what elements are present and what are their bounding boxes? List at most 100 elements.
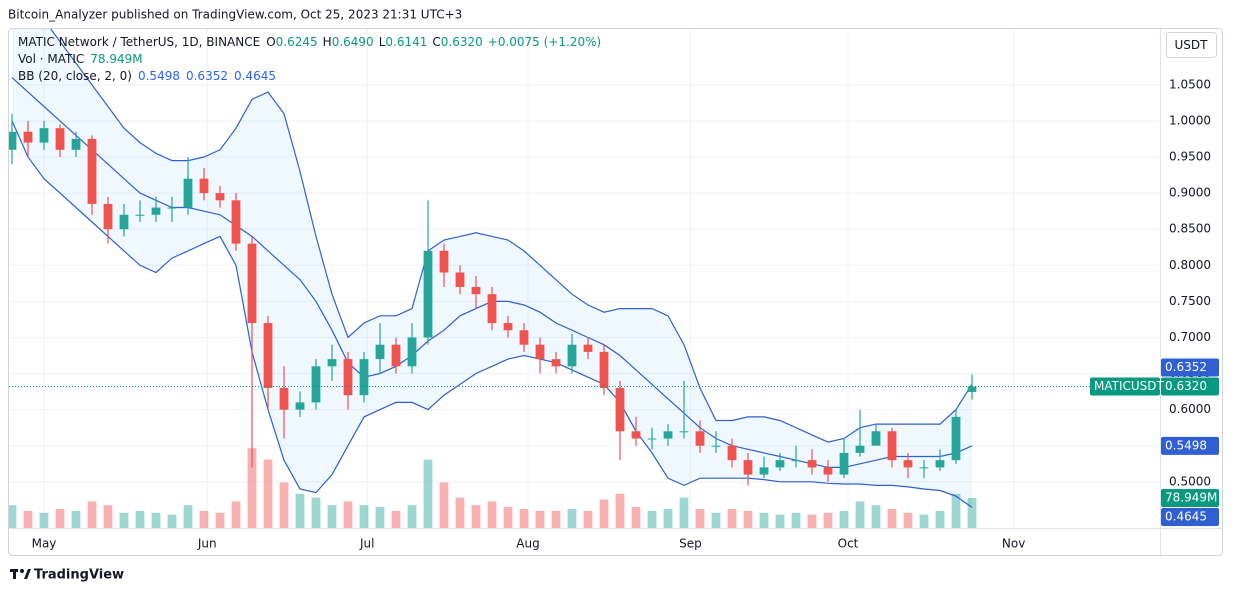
candle-body <box>535 344 545 360</box>
volume-bar <box>343 501 353 528</box>
volume-bar <box>647 510 657 528</box>
candle-body <box>839 452 849 475</box>
volume-bar <box>615 493 625 528</box>
candle-body <box>455 272 465 287</box>
volume-bar <box>391 510 401 528</box>
candle-body <box>551 359 561 367</box>
candle-body <box>871 431 881 446</box>
candle-body <box>487 294 497 324</box>
candle-body <box>967 386 977 392</box>
candle-body <box>439 250 449 273</box>
volume-bar <box>23 510 33 528</box>
candle-body <box>295 402 305 410</box>
candle-body <box>327 359 337 367</box>
volume-bar <box>103 505 113 528</box>
ohlc-label: H <box>323 35 332 49</box>
candle-body <box>135 214 145 216</box>
bb-lower-badge-bg <box>1161 507 1219 526</box>
y-tick-label: 0.7000 <box>1169 330 1211 344</box>
candle-body <box>199 178 209 194</box>
volume-bar <box>231 501 241 528</box>
volume-badge: 78.949M <box>1165 490 1217 504</box>
candle-body <box>55 128 65 150</box>
candle-body <box>711 445 721 447</box>
symbol-legend: MATIC Network / TetherUS, 1D, BINANCE O0.… <box>18 35 601 49</box>
symbol-badge-bg <box>1090 377 1160 396</box>
candle-body <box>359 359 369 396</box>
candle-body <box>695 431 705 446</box>
candle-body <box>903 460 913 468</box>
bb-lower-badge: 0.4645 <box>1165 509 1207 523</box>
volume-legend-label: Vol · MATIC <box>18 52 84 66</box>
candle-body <box>247 243 257 324</box>
bb-upper-badge-bg <box>1161 358 1219 377</box>
volume-bar <box>775 514 785 528</box>
y-tick-label: 1.0000 <box>1169 113 1211 127</box>
y-tick-label: 0.6000 <box>1169 402 1211 416</box>
candle-body <box>759 467 769 475</box>
candle-body <box>215 193 225 201</box>
candle-body <box>263 323 273 388</box>
ohlc-value: 0.6490 <box>332 35 374 49</box>
candle-body <box>791 460 801 462</box>
candle-body <box>375 344 385 360</box>
x-tick-label: Sep <box>679 537 702 551</box>
candle-body <box>23 131 33 143</box>
candle-body <box>663 431 673 439</box>
volume-bar <box>9 505 17 528</box>
volume-bar <box>759 512 769 528</box>
candle-body <box>231 200 241 244</box>
volume-bar <box>39 512 49 528</box>
currency-label[interactable]: USDT <box>1175 38 1209 52</box>
candle-body <box>151 207 161 215</box>
brand-logo <box>10 569 31 579</box>
volume-bar <box>423 459 433 528</box>
volume-bar <box>871 505 881 528</box>
logo-part <box>24 569 31 579</box>
x-tick-label: Aug <box>516 537 539 551</box>
volume-bar <box>327 505 337 528</box>
candle-body <box>919 467 929 469</box>
candle-body <box>679 431 689 433</box>
x-tick-label: Nov <box>1002 537 1025 551</box>
x-tick-label: Oct <box>838 537 859 551</box>
candle-body <box>407 337 417 367</box>
currency-button[interactable] <box>1166 32 1217 58</box>
x-tick-label: May <box>32 537 57 551</box>
x-tick-label: Jun <box>197 537 217 551</box>
y-tick-label: 0.8500 <box>1169 222 1211 236</box>
bb-upper-value: 0.6352 <box>186 69 228 83</box>
bb-basis-badge-bg <box>1161 436 1219 455</box>
volume-bar <box>967 497 977 528</box>
brand-name: TradingView <box>34 568 124 583</box>
chart-frame <box>8 28 1223 556</box>
candle-body <box>887 431 897 461</box>
volume-bar <box>87 501 97 528</box>
bb-basis-value: 0.5498 <box>138 69 180 83</box>
legend-title: MATIC Network / TetherUS, 1D, BINANCE <box>18 35 260 49</box>
symbol-badge: MATICUSDT <box>1094 379 1165 393</box>
volume-legend: Vol · MATIC 78.949M <box>18 52 143 66</box>
candle-body <box>119 214 129 230</box>
ohlc-value: 0.6320 <box>441 35 483 49</box>
volume-bar <box>951 493 961 528</box>
candle-body <box>279 387 289 410</box>
candle-body <box>391 344 401 367</box>
volume-bar <box>935 510 945 528</box>
volume-bar <box>551 510 561 528</box>
volume-bar <box>887 509 897 528</box>
publisher-note: Bitcoin_Analyzer published on TradingVie… <box>8 8 462 22</box>
bb-upper-badge: 0.6352 <box>1165 360 1207 374</box>
candle-body <box>727 445 737 461</box>
x-tick-label: Jul <box>359 537 374 551</box>
band-fill <box>12 29 972 508</box>
volume-bar <box>55 509 65 528</box>
band-upper <box>49 29 973 443</box>
volume-bar <box>135 510 145 528</box>
candle-body <box>311 366 321 403</box>
logo-part <box>20 569 24 573</box>
y-tick-label: 0.7500 <box>1169 294 1211 308</box>
volume-pane <box>9 448 977 528</box>
volume-bar <box>183 505 193 528</box>
